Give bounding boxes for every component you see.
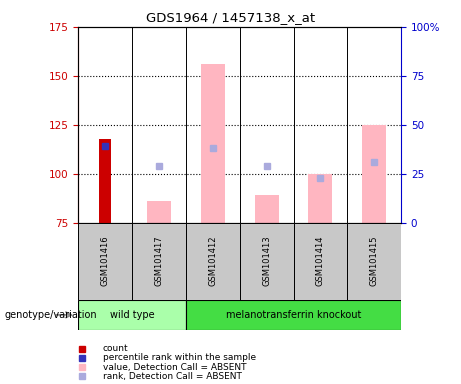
Bar [132, 223, 186, 300]
Text: GDS1964 / 1457138_x_at: GDS1964 / 1457138_x_at [146, 12, 315, 25]
Text: rank, Detection Call = ABSENT: rank, Detection Call = ABSENT [102, 372, 242, 381]
Bar [254, 195, 279, 223]
Bar [186, 223, 240, 300]
Bar [308, 174, 332, 223]
Bar [240, 223, 294, 300]
Bar [147, 201, 171, 223]
Bar [78, 223, 132, 300]
Text: genotype/variation: genotype/variation [5, 310, 97, 320]
Text: melanotransferrin knockout: melanotransferrin knockout [226, 310, 361, 320]
Bar [362, 125, 386, 223]
Text: GSM101414: GSM101414 [316, 236, 325, 286]
Text: percentile rank within the sample: percentile rank within the sample [102, 353, 256, 362]
Text: GSM101415: GSM101415 [370, 236, 378, 286]
Bar [294, 223, 347, 300]
Text: GSM101413: GSM101413 [262, 236, 271, 286]
Text: GSM101416: GSM101416 [101, 236, 110, 286]
Bar [78, 300, 186, 330]
Bar [100, 139, 111, 223]
Text: wild type: wild type [110, 310, 154, 320]
Text: count: count [102, 344, 128, 353]
Text: GSM101417: GSM101417 [154, 236, 164, 286]
Bar [347, 223, 401, 300]
Bar [201, 64, 225, 223]
Text: value, Detection Call = ABSENT: value, Detection Call = ABSENT [102, 362, 246, 372]
Text: GSM101412: GSM101412 [208, 236, 217, 286]
Bar [186, 300, 401, 330]
